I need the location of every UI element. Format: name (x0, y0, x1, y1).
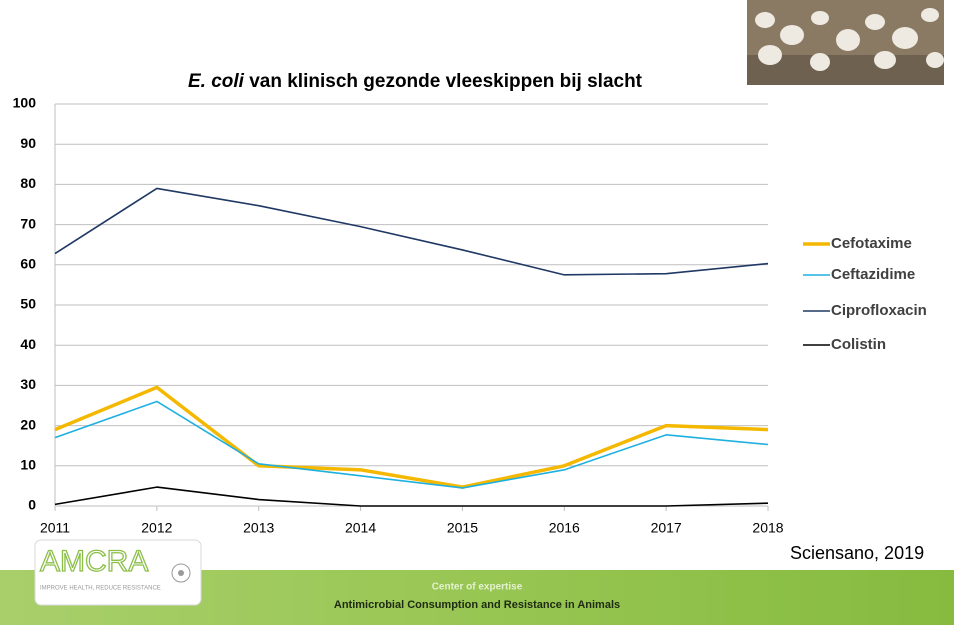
x-tick-label: 2012 (141, 520, 172, 536)
photo (747, 0, 944, 85)
x-tick-label: 2013 (243, 520, 274, 536)
footer-subtitle: Center of expertise (432, 582, 523, 593)
x-tick-label: 2014 (345, 520, 376, 536)
y-tick-label: 0 (28, 497, 36, 513)
y-tick-label: 30 (20, 376, 36, 392)
x-tick-label: 2015 (447, 520, 478, 536)
y-tick-label: 10 (20, 457, 36, 473)
legend-label: Ciprofloxacin (831, 302, 927, 319)
chart-title: E. coli van klinisch gezonde vleeskippen… (188, 71, 643, 92)
x-tick-label: 2011 (40, 520, 70, 536)
title-emphasis: E. coli (188, 71, 245, 92)
y-tick-label: 80 (20, 175, 36, 191)
series-line (55, 487, 768, 506)
title-text: van klinisch gezonde vleeskippen bij sla… (249, 71, 642, 92)
footer-title: Antimicrobial Consumption and Resistance… (334, 599, 620, 611)
y-tick-label: 60 (20, 256, 36, 272)
legend-label: Cefotaxime (831, 235, 912, 252)
y-tick-label: 90 (20, 135, 36, 151)
y-tick-label: 40 (20, 336, 36, 352)
x-tick-label: 2017 (651, 520, 682, 536)
y-tick-label: 20 (20, 416, 36, 432)
plot: 0 10 20 30 40 50 60 70 80 90 100 2011 2012 2013 2014 20… (13, 95, 927, 536)
slide: E. coli van klinisch gezonde vleeskippen… (0, 0, 954, 625)
source: Sciensano, 2019 (790, 543, 924, 563)
series-line (55, 188, 768, 274)
y-tick-label: 50 (20, 296, 36, 312)
y-tick-label: 100 (13, 95, 37, 111)
series-line (55, 401, 768, 487)
logo-name: AMCRA (40, 545, 148, 578)
legend-label: Ceftazidime (831, 266, 915, 283)
legend-label: Colistin (831, 336, 886, 353)
y-tick-label: 70 (20, 215, 36, 231)
x-tick-label: 2016 (549, 520, 580, 536)
x-tick-label: 2018 (752, 520, 783, 536)
logo: AMCRA IMPROVE HEALTH, REDUCE RESISTANCE (35, 540, 201, 605)
logo-tagline: IMPROVE HEALTH, REDUCE RESISTANCE (40, 586, 161, 592)
